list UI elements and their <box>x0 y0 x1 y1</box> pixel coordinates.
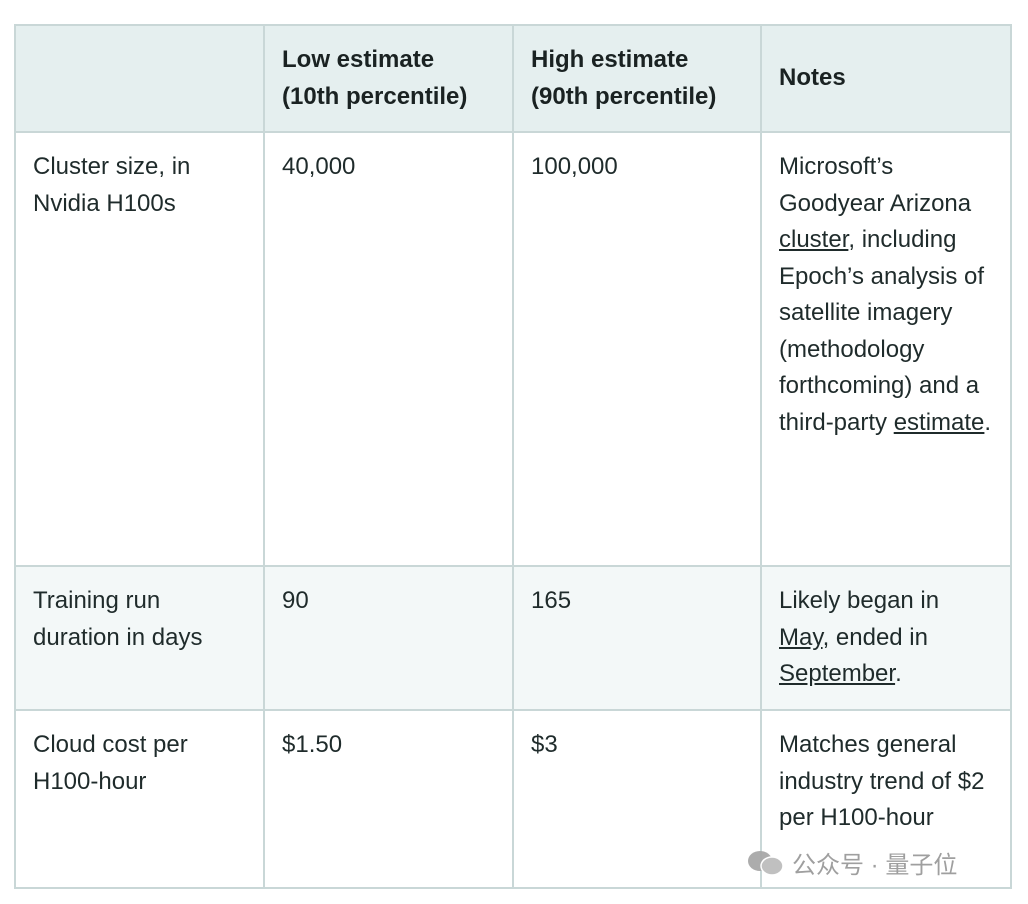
wechat-icon <box>748 850 784 876</box>
notes-cell: Likely began in May, ended in September. <box>760 565 1012 711</box>
header-cell: High estimate (90th percentile) <box>512 24 762 133</box>
high-text: 100,000 <box>531 153 618 180</box>
label-cell: Training run duration in days <box>14 565 265 711</box>
label-text: Training run duration in days <box>33 587 203 651</box>
notes-cell: Matches general industry trend of $2 per… <box>760 709 1012 889</box>
note-text: . <box>984 408 992 436</box>
low-text: $1.50 <box>282 731 343 758</box>
note-text: Matches general industry trend of $2 per… <box>779 731 985 831</box>
header-text: High estimate (90th percentile) <box>531 46 717 110</box>
high-text: 165 <box>531 587 572 614</box>
low-text: 40,000 <box>282 153 356 180</box>
low-text: 90 <box>282 587 309 614</box>
note-text: Likely began in <box>779 587 940 614</box>
table-body: Cluster size, in Nvidia H100s 40,000 100,0… <box>14 131 1012 889</box>
watermark: 公众号 · 量子位 <box>746 845 957 880</box>
note-link[interactable]: May <box>779 623 823 651</box>
note-link[interactable]: estimate <box>893 408 985 436</box>
watermark-text: 公众号 · 量子位 <box>792 852 958 879</box>
high-cell: 100,000 <box>512 131 762 567</box>
table-row: Training run duration in days 90 165 Likely… <box>14 565 1012 711</box>
table-row: Cluster size, in Nvidia H100s 40,000 100,0… <box>14 131 1012 567</box>
estimates-table: Low estimate (10th percentile) High estim… <box>14 24 1012 889</box>
low-cell: 40,000 <box>263 131 514 567</box>
note-link[interactable]: September <box>779 660 896 687</box>
high-text: $3 <box>531 731 558 758</box>
notes-cell: Microsoft’s Goodyear Arizona cluster, in… <box>760 131 1012 567</box>
header-row: Low estimate (10th percentile) High estim… <box>14 24 1012 133</box>
header-cell: Low estimate (10th percentile) <box>263 24 514 133</box>
note-text: , ended in <box>822 623 928 651</box>
low-cell: $1.50 <box>263 709 514 889</box>
high-cell: 165 <box>512 565 762 711</box>
table-row: Cloud cost per H100-hour $1.50 $3 Matches g… <box>14 709 1012 889</box>
label-text: Cloud cost per H100-hour <box>33 731 188 795</box>
table-header: Low estimate (10th percentile) High estim… <box>14 24 1012 133</box>
note-link[interactable]: cluster <box>779 226 849 253</box>
label-cell: Cloud cost per H100-hour <box>14 709 265 889</box>
label-cell: Cluster size, in Nvidia H100s <box>14 131 265 567</box>
header-text: Low estimate (10th percentile) <box>282 46 468 110</box>
label-text: Cluster size, in Nvidia H100s <box>33 153 191 217</box>
low-cell: 90 <box>263 565 514 711</box>
header-cell: Notes <box>760 24 1012 133</box>
note-text: . <box>895 660 902 687</box>
high-cell: $3 <box>512 709 762 889</box>
header-cell <box>14 24 265 133</box>
note-text: Microsoft’s Goodyear Arizona <box>779 153 972 217</box>
header-text: Notes <box>779 64 846 92</box>
note-text: , including Epoch’s analysis of satellit… <box>779 226 985 436</box>
